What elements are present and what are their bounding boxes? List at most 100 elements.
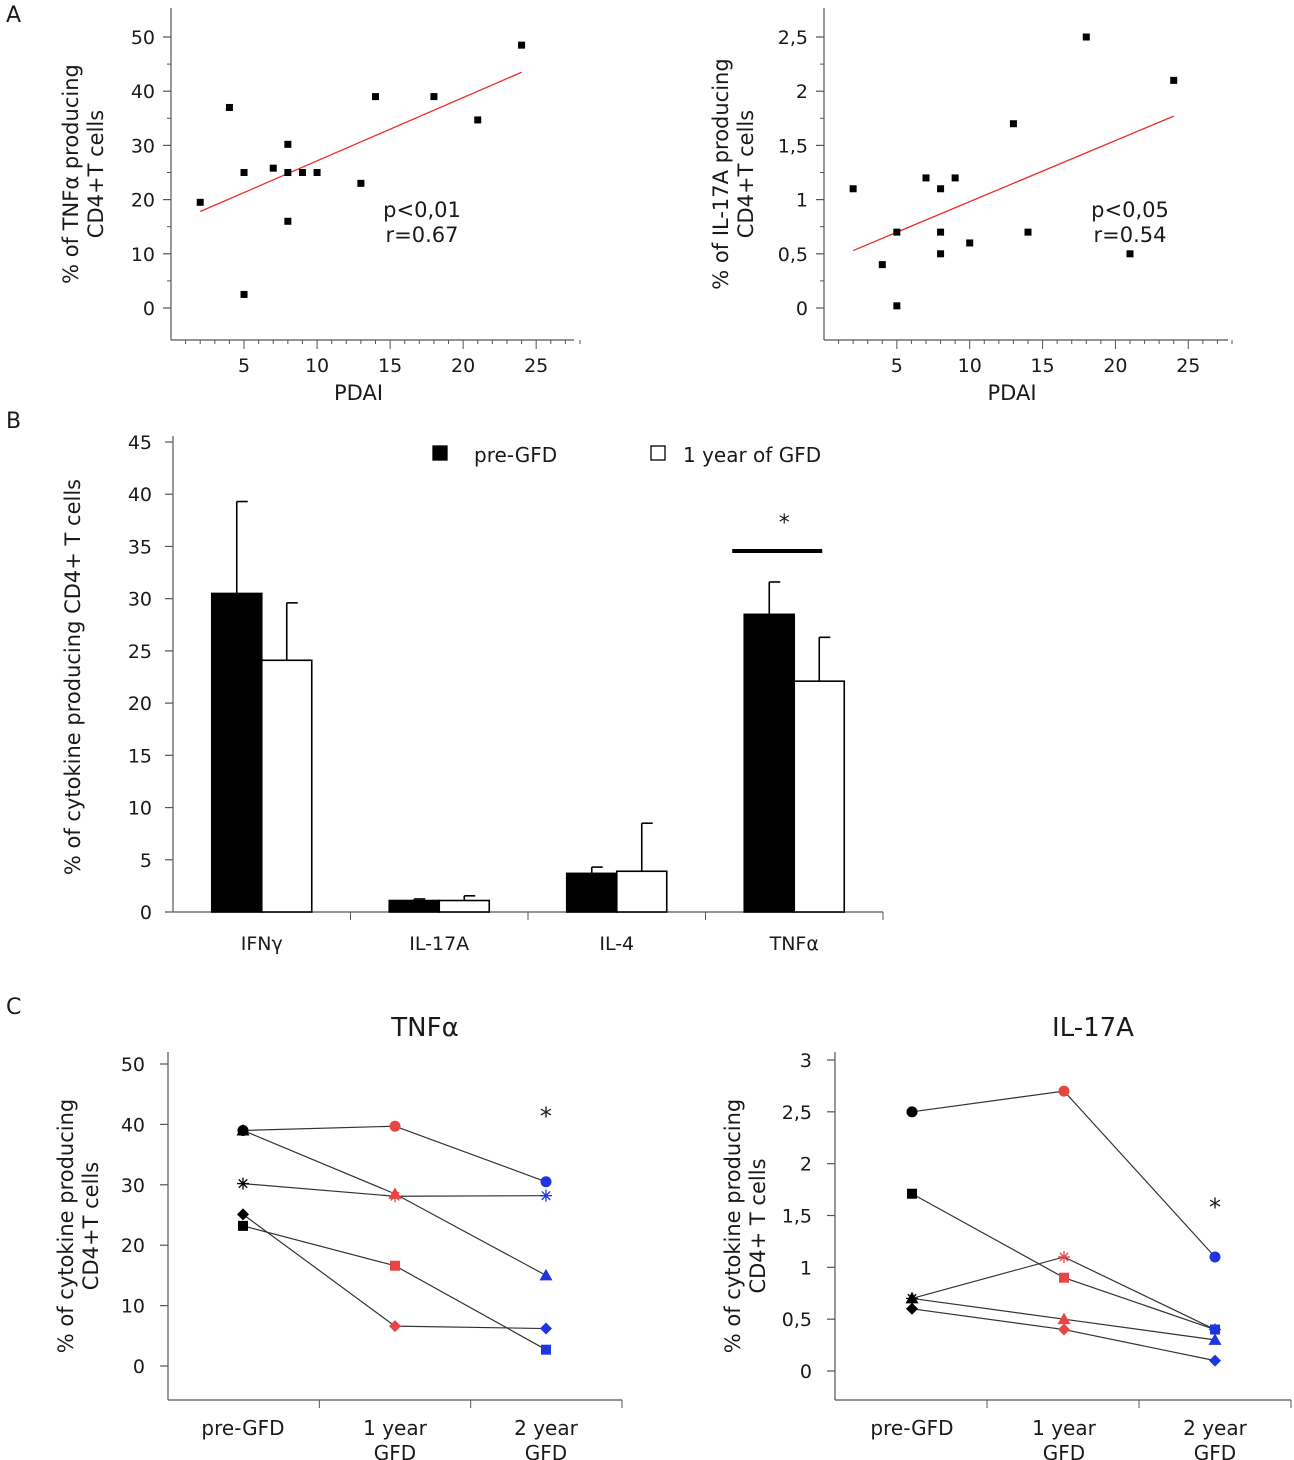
legend-label-pre-gfd: pre-GFD [474,443,557,467]
data-point [966,239,974,247]
y-tick-label: 1,5 [782,1206,812,1228]
marker-diamond [540,1322,552,1335]
x-tick-label: IFNγ [241,933,283,955]
data-point [284,140,292,148]
x-tick-label: 15 [1030,355,1054,377]
legend-swatch-pre-gfd [432,445,448,461]
y-tick-label: 0 [143,298,155,320]
y-tick-label: 20 [121,1235,145,1257]
x-tick-label: 5 [238,355,250,377]
significance-star: * [540,1102,552,1130]
series-line [242,1125,547,1183]
y-tick-label: 10 [131,244,155,266]
x-tick-label: 2 year [514,1416,578,1440]
marker-triangle [905,1291,919,1304]
data-point [951,174,959,182]
marker-circle [1209,1251,1221,1263]
y-axis-label: CD4+T cells [734,110,758,238]
data-point [878,261,886,269]
x-tick-label: 10 [305,355,329,377]
marker-diamond [389,1320,401,1333]
r-value-annotation: r=0.54 [1094,223,1167,247]
y-tick-label: 45 [128,432,152,454]
y-tick-label: 10 [128,798,152,820]
y-axis-label: % of TNFα producing [59,64,83,284]
marker-asterisk [540,1189,552,1202]
x-tick-label: pre-GFD [201,1416,284,1440]
x-tick-label: 25 [1176,355,1200,377]
y-tick-label: 1 [800,1257,812,1279]
y-axis-label: CD4+T cells [84,110,108,238]
marker-circle [1058,1085,1070,1097]
x-tick-label: 1 year [363,1416,427,1440]
marker-circle [540,1176,552,1188]
data-point [357,179,365,187]
x-tick-label: 2 year [1183,1416,1247,1440]
bar-one-year-gfd [615,870,668,913]
x-tick-label: 15 [378,355,402,377]
x-tick-label: 5 [891,355,903,377]
y-tick-label: 0 [800,1361,812,1383]
marker-square [390,1260,400,1271]
marker-diamond [1209,1354,1221,1367]
marker-circle [906,1106,918,1118]
data-point [1024,228,1032,236]
y-tick-label: 2 [796,81,808,103]
y-tick-label: 50 [131,27,155,49]
marker-diamond [1058,1323,1070,1336]
data-point [474,116,482,124]
data-point [298,169,306,176]
y-tick-label: 3 [800,1050,812,1072]
bar-chart-cytokines: 0 5 10 15 20 25 30 35 40 45 IFNγ IL-17A IL-4 TNFα * pre… [61,432,884,955]
y-tick-label: 40 [121,1114,145,1136]
x-tick-label: 20 [1103,355,1127,377]
x-axis-label: PDAI [987,381,1036,405]
data-point [893,302,901,310]
y-tick-label: 2 [800,1154,812,1176]
chart-title: IL-17A [1052,1013,1134,1043]
marker-asterisk [237,1177,249,1190]
x-axis-label: PDAI [334,381,383,405]
y-tick-label: 5 [140,850,152,872]
r-value-annotation: r=0.67 [386,223,459,247]
series-line [242,1129,547,1276]
marker-square [1059,1272,1069,1283]
x-tick-label: pre-GFD [870,1416,953,1440]
legend-label-one-year-gfd: 1 year of GFD [683,443,821,467]
bar-pre-gfd [388,899,441,913]
marker-asterisk [389,1190,401,1203]
data-point [196,198,204,206]
x-tick-label: IL-17A [409,933,469,955]
y-axis-label: CD4+ T cells [746,1158,770,1293]
data-point [1082,33,1090,41]
bar-pre-gfd [565,872,618,913]
x-tick-label: GFD [525,1441,567,1460]
y-tick-label: 10 [121,1296,145,1318]
data-point [225,103,233,111]
marker-triangle [236,1123,250,1136]
marker-asterisk [1058,1250,1070,1263]
y-tick-label: 20 [131,190,155,212]
significance-star: * [1209,1194,1221,1222]
y-tick-label: 0,5 [778,244,808,266]
data-point [240,290,248,298]
y-axis-label: % of cytokine producing [721,1099,745,1354]
data-point [922,174,930,182]
marker-diamond [237,1208,249,1221]
bar-pre-gfd [210,592,263,913]
marker-triangle [539,1268,553,1281]
y-tick-label: 35 [128,536,152,558]
data-point [893,228,901,236]
data-point [1170,76,1178,84]
data-point [372,93,379,101]
p-value-annotation: p<0,05 [1091,198,1169,222]
data-point [284,217,292,225]
y-tick-label: 40 [128,484,152,506]
marker-square [907,1188,917,1199]
y-tick-label: 40 [131,81,155,103]
p-value-annotation: p<0,01 [383,198,461,222]
x-tick-label: 25 [524,355,548,377]
y-axis-label: % of IL-17A producing [709,58,733,289]
